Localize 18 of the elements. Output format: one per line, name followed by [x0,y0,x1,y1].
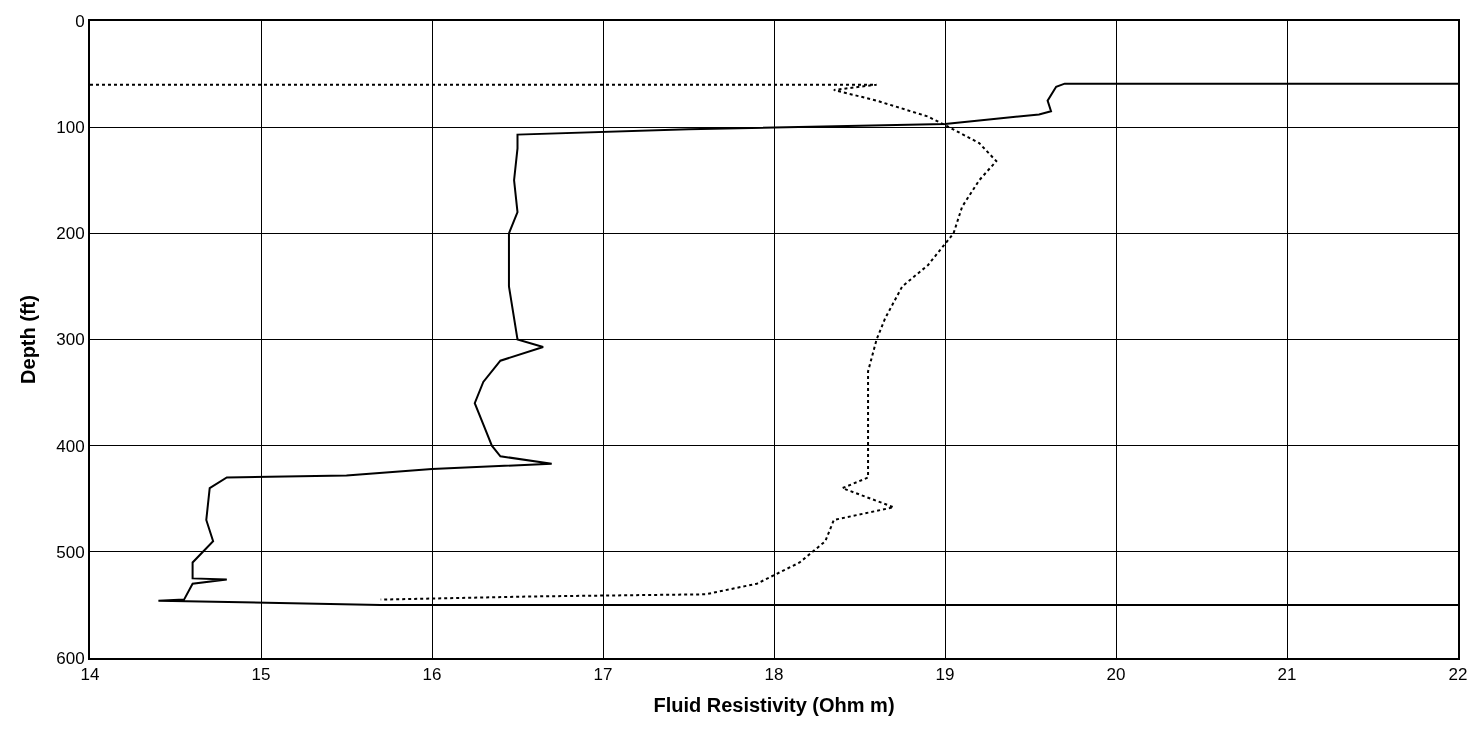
y-axis-title: Depth (ft) [17,295,40,384]
y-tick-label: 0 [75,11,85,31]
x-tick-label: 18 [764,665,784,685]
y-tick-label: 200 [56,224,85,244]
x-tick-label: 15 [251,665,271,685]
x-tick-label: 19 [935,665,955,685]
x-tick-label: 22 [1448,665,1468,685]
y-tick-label: 100 [56,118,85,138]
y-tick-label: 400 [56,436,85,456]
x-tick-label: 14 [80,665,100,685]
x-tick-label: 21 [1277,665,1297,685]
y-tick-label: 600 [56,648,85,668]
x-tick-label: 20 [1106,665,1126,685]
x-tick-label: 16 [422,665,442,685]
x-tick-label: 17 [593,665,613,685]
y-tick-label: 300 [56,330,85,350]
x-axis-title: Fluid Resistivity (Ohm m) [653,694,895,717]
y-tick-label: 500 [56,542,85,562]
